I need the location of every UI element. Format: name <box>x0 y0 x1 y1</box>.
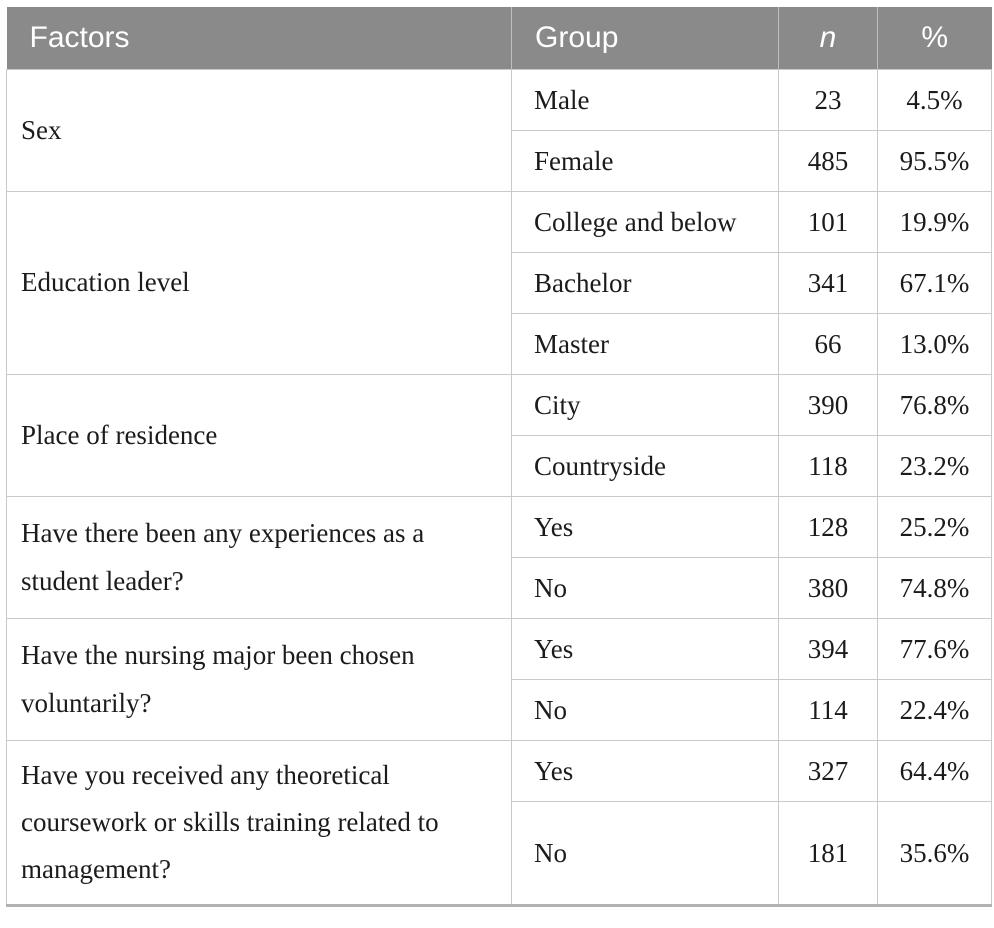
group-cell: Yes <box>511 496 779 558</box>
n-cell: 327 <box>778 740 878 802</box>
percent-cell: 23.2% <box>877 435 992 497</box>
percent-cell: 4.5% <box>877 69 992 131</box>
group-cell: No <box>511 801 779 906</box>
percent-cell: 76.8% <box>877 374 992 436</box>
factor-cell-student-leader: Have there been any experiences as a stu… <box>6 496 512 619</box>
table-row: Countryside 118 23.2% <box>7 435 992 497</box>
percent-cell: 64.4% <box>877 740 992 802</box>
group-cell: Bachelor <box>511 252 779 314</box>
group-cell: Male <box>511 69 779 131</box>
factor-cell-sex: Sex <box>6 69 512 192</box>
group-cell: City <box>511 374 779 436</box>
column-header-factors: Factors <box>6 7 512 70</box>
group-cell: Yes <box>511 618 779 680</box>
group-cell: Female <box>511 130 779 192</box>
percent-cell: 77.6% <box>877 618 992 680</box>
column-header-n: n <box>778 7 878 70</box>
table-container: Factors Group n % Sex Male 23 4.5% Femal… <box>6 7 992 907</box>
table-row: Have there been any experiences as a stu… <box>6 496 992 619</box>
n-cell: 181 <box>778 801 878 906</box>
factor-cell-residence: Place of residence <box>6 374 512 497</box>
percent-cell: 35.6% <box>877 801 992 906</box>
percent-cell: 74.8% <box>877 557 992 619</box>
n-cell: 118 <box>778 435 878 497</box>
n-cell: 380 <box>778 557 878 619</box>
table-row: Sex Male 23 4.5% <box>6 69 992 192</box>
percent-cell: 13.0% <box>877 313 992 375</box>
group-cell: Countryside <box>511 435 779 497</box>
factor-cell-nursing-voluntary: Have the nursing major been chosen volun… <box>6 618 512 741</box>
group-cell: Yes <box>511 740 779 802</box>
header-row: Factors Group n % <box>6 7 992 70</box>
group-cell: Master <box>511 313 779 375</box>
factor-cell-education: Education level <box>6 191 512 375</box>
percent-cell: 95.5% <box>877 130 992 192</box>
group-cell: No <box>511 557 779 619</box>
table-row: Education level College and below 101 19… <box>6 191 992 375</box>
n-cell: 341 <box>778 252 878 314</box>
table-row: Have the nursing major been chosen volun… <box>6 618 992 741</box>
demographics-table: Factors Group n % Sex Male 23 4.5% Femal… <box>6 7 992 907</box>
group-cell: No <box>511 679 779 741</box>
n-cell: 101 <box>778 191 878 253</box>
n-cell: 485 <box>778 130 878 192</box>
group-cell: College and below <box>511 191 779 253</box>
table-row: Have you received any theoretical course… <box>6 740 992 906</box>
n-cell: 66 <box>778 313 878 375</box>
column-header-percent: % <box>877 7 992 70</box>
column-header-group: Group <box>511 7 779 70</box>
table-row: Master 66 13.0% <box>7 313 992 375</box>
n-cell: 23 <box>778 69 878 131</box>
factor-cell-management-training: Have you received any theoretical course… <box>6 740 512 906</box>
percent-cell: 19.9% <box>877 191 992 253</box>
table-row: No 181 35.6% <box>7 801 992 906</box>
n-cell: 114 <box>778 679 878 741</box>
percent-cell: 22.4% <box>877 679 992 741</box>
table-row: Place of residence City 390 76.8% <box>6 374 992 497</box>
percent-cell: 67.1% <box>877 252 992 314</box>
table-row: Bachelor 341 67.1% <box>7 252 992 314</box>
n-cell: 128 <box>778 496 878 558</box>
table-row: No 114 22.4% <box>7 679 992 741</box>
n-cell: 394 <box>778 618 878 680</box>
percent-cell: 25.2% <box>877 496 992 558</box>
n-cell: 390 <box>778 374 878 436</box>
table-row: Female 485 95.5% <box>7 130 992 192</box>
